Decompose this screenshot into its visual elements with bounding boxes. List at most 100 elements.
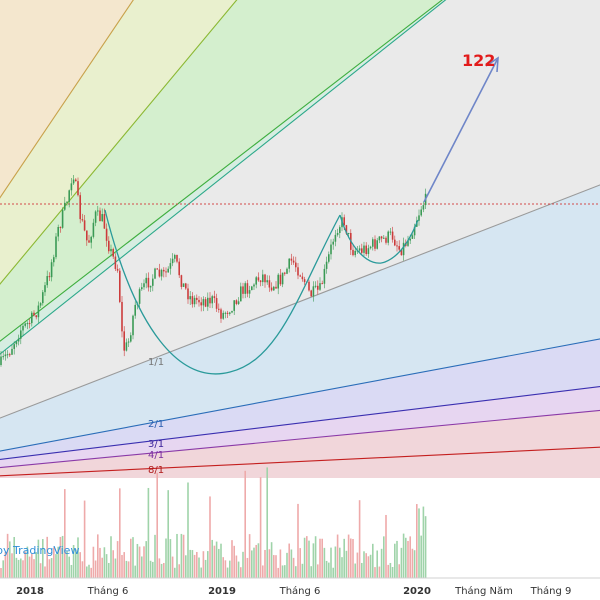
volume-bar	[341, 557, 343, 578]
volume-bar	[292, 557, 295, 578]
volume-bar	[308, 540, 310, 578]
volume-bar	[281, 565, 284, 578]
volume-bar	[358, 500, 361, 578]
volume-bar	[83, 500, 86, 578]
volume-bar	[20, 558, 22, 578]
volume-bar	[77, 537, 79, 578]
candle-body	[209, 297, 211, 304]
candle-body	[266, 280, 268, 283]
volume-bar	[246, 557, 249, 578]
candle-body	[273, 286, 275, 291]
candle-body	[233, 300, 235, 311]
candle-body	[413, 226, 416, 236]
volume-bar	[396, 540, 398, 578]
volume-bar	[229, 560, 231, 578]
projection-line	[423, 59, 498, 203]
candle-body	[50, 262, 53, 278]
volume-bar	[26, 546, 29, 578]
volume-bar	[4, 551, 7, 578]
candle-body	[380, 236, 383, 239]
candle-body	[163, 269, 165, 272]
volume-bar	[101, 557, 103, 578]
volume-bar	[209, 496, 211, 578]
candle-body	[79, 195, 81, 220]
volume-background	[0, 478, 600, 600]
volume-bar	[400, 547, 403, 578]
candle-body	[6, 354, 9, 356]
candle-body	[259, 280, 262, 283]
x-tick-label: 2018	[16, 586, 44, 597]
candle-body	[88, 240, 90, 243]
volume-bar	[402, 533, 405, 578]
volume-bar	[200, 567, 202, 578]
candle-body	[72, 179, 75, 184]
volume-bar	[405, 537, 407, 578]
volume-bar	[160, 563, 163, 578]
candle-body	[178, 261, 180, 276]
candle-body	[321, 283, 323, 285]
volume-bar	[334, 546, 337, 578]
candle-body	[383, 237, 385, 239]
candle-body	[290, 258, 293, 261]
candle-body	[123, 331, 125, 351]
cup-arc-handle	[339, 214, 419, 264]
volume-bar	[9, 541, 11, 578]
candle-body	[317, 285, 319, 290]
candle-body	[154, 268, 156, 279]
volume-bar	[174, 567, 176, 578]
volume-bar	[290, 549, 293, 578]
volume-bar	[136, 543, 139, 578]
fan-label-1-1: 1/1	[148, 357, 164, 368]
candle-body	[207, 297, 209, 307]
volume-bar	[369, 554, 372, 578]
x-tick-label: 2020	[403, 586, 431, 597]
candle-body	[191, 296, 194, 305]
volume-bar	[90, 567, 92, 578]
volume-bar	[114, 558, 117, 578]
volume-bar	[262, 565, 264, 578]
volume-bar	[53, 547, 55, 578]
candle-body	[251, 286, 253, 291]
candle-body	[33, 312, 35, 316]
candle-body	[130, 335, 132, 342]
volume-bar	[416, 504, 418, 578]
volume-bar	[242, 551, 244, 578]
volume-bar	[138, 546, 141, 578]
candle-body	[90, 236, 92, 243]
fan-line	[0, 0, 447, 355]
volume-bar	[339, 547, 341, 578]
volume-bar	[372, 543, 374, 578]
candle-body	[35, 315, 37, 318]
candle-body	[374, 239, 376, 249]
candle-body	[17, 338, 20, 342]
volume-bar	[286, 552, 288, 578]
candle-body	[169, 263, 172, 269]
candle-body	[99, 210, 101, 222]
candle-body	[83, 220, 86, 231]
candle-body	[275, 286, 277, 289]
volume-bar	[231, 540, 233, 578]
volume-bar	[317, 564, 319, 578]
fan-label-2-1: 2/1	[148, 419, 164, 430]
candle-body	[310, 290, 312, 297]
volume-bar	[259, 477, 262, 578]
volume-bar	[81, 561, 84, 578]
volume-bar	[42, 539, 44, 578]
volume-bar	[132, 537, 134, 578]
volume-bar	[240, 567, 242, 578]
candle-body	[303, 279, 306, 283]
volume-bar	[6, 533, 9, 578]
volume-bar	[383, 536, 385, 578]
volume-bar	[411, 548, 414, 578]
candle-body	[138, 289, 141, 304]
candle-body	[339, 227, 341, 233]
volume-bar	[332, 567, 334, 578]
candle-body	[330, 244, 332, 255]
candle-body	[372, 239, 374, 247]
volume-bar	[380, 548, 383, 578]
volume-bar	[222, 557, 224, 578]
candle-body	[213, 296, 216, 299]
volume-bar	[257, 543, 260, 578]
candle-body	[116, 268, 119, 271]
volume-bar	[268, 549, 271, 578]
